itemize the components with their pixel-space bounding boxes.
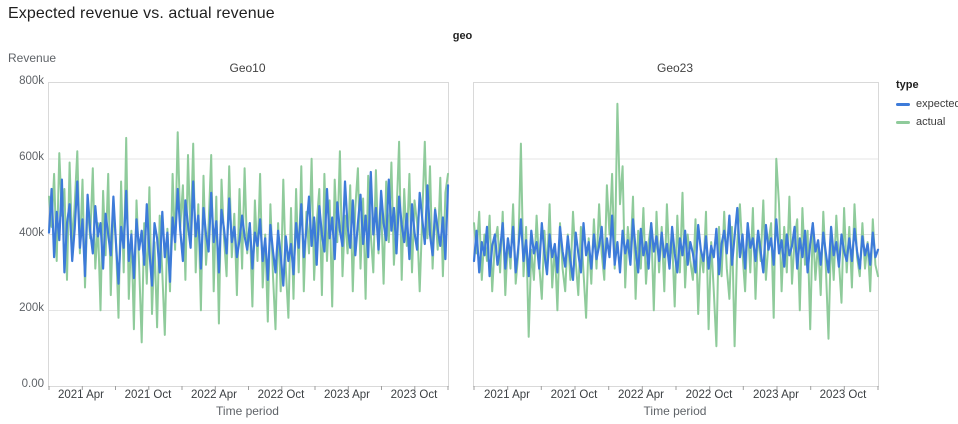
y-tick-label: 400k: [19, 227, 44, 239]
legend: type expected actual: [896, 79, 958, 134]
x-tick-label: 2022 Apr: [190, 389, 238, 401]
legend-item-expected: expected: [896, 98, 958, 110]
facet-panel[interactable]: [47, 82, 450, 390]
x-tick-label: 2022 Oct: [685, 389, 733, 401]
chart-title: Expected revenue vs. actual revenue: [8, 5, 275, 22]
x-axis-title: Time period: [643, 404, 707, 418]
x-tick-label: 2022 Oct: [257, 389, 305, 401]
legend-label: actual: [916, 116, 946, 128]
facet-field-label: geo: [452, 30, 473, 42]
expected-line-swatch-icon: [896, 102, 910, 106]
facet-title-geo10: Geo10: [229, 61, 266, 75]
x-axis-title: Time period: [216, 404, 279, 418]
x-tick-labels: 2021 Apr 2021 Oct 2022 Apr 2022 Oct 2023 Apr…: [48, 389, 447, 403]
y-axis-labels: 0.00 200k 400k 600k 800k: [0, 0, 44, 424]
facet-panel-svg[interactable]: [47, 83, 450, 392]
facet-title-geo23: Geo23: [656, 61, 694, 75]
y-tick-label: 200k: [19, 302, 44, 314]
y-tick-label: 600k: [19, 151, 44, 163]
facet-panel-svg[interactable]: [472, 83, 880, 392]
x-tick-label: 2021 Apr: [57, 389, 105, 401]
x-tick-label: 2023 Apr: [752, 389, 800, 401]
legend-label: expected: [916, 98, 958, 110]
x-tick-label: 2022 Apr: [617, 389, 665, 401]
x-tick-label: 2023 Apr: [323, 389, 371, 401]
y-tick-label: 800k: [19, 75, 44, 87]
actual-line-swatch-icon: [896, 120, 910, 124]
facet-panel[interactable]: [472, 82, 880, 390]
x-tick-label: 2021 Oct: [124, 389, 172, 401]
x-tick-label: 2023 Oct: [390, 389, 438, 401]
y-tick-label: 0.00: [21, 378, 44, 390]
x-tick-label: 2023 Oct: [819, 389, 867, 401]
x-tick-labels: 2021 Apr 2021 Oct 2022 Apr 2022 Oct 2023 Apr…: [473, 389, 877, 403]
x-tick-label: 2021 Oct: [550, 389, 598, 401]
y-axis-title: Revenue: [8, 51, 57, 65]
legend-item-actual: actual: [896, 116, 958, 128]
legend-title: type: [896, 79, 919, 91]
x-tick-label: 2021 Apr: [483, 389, 531, 401]
